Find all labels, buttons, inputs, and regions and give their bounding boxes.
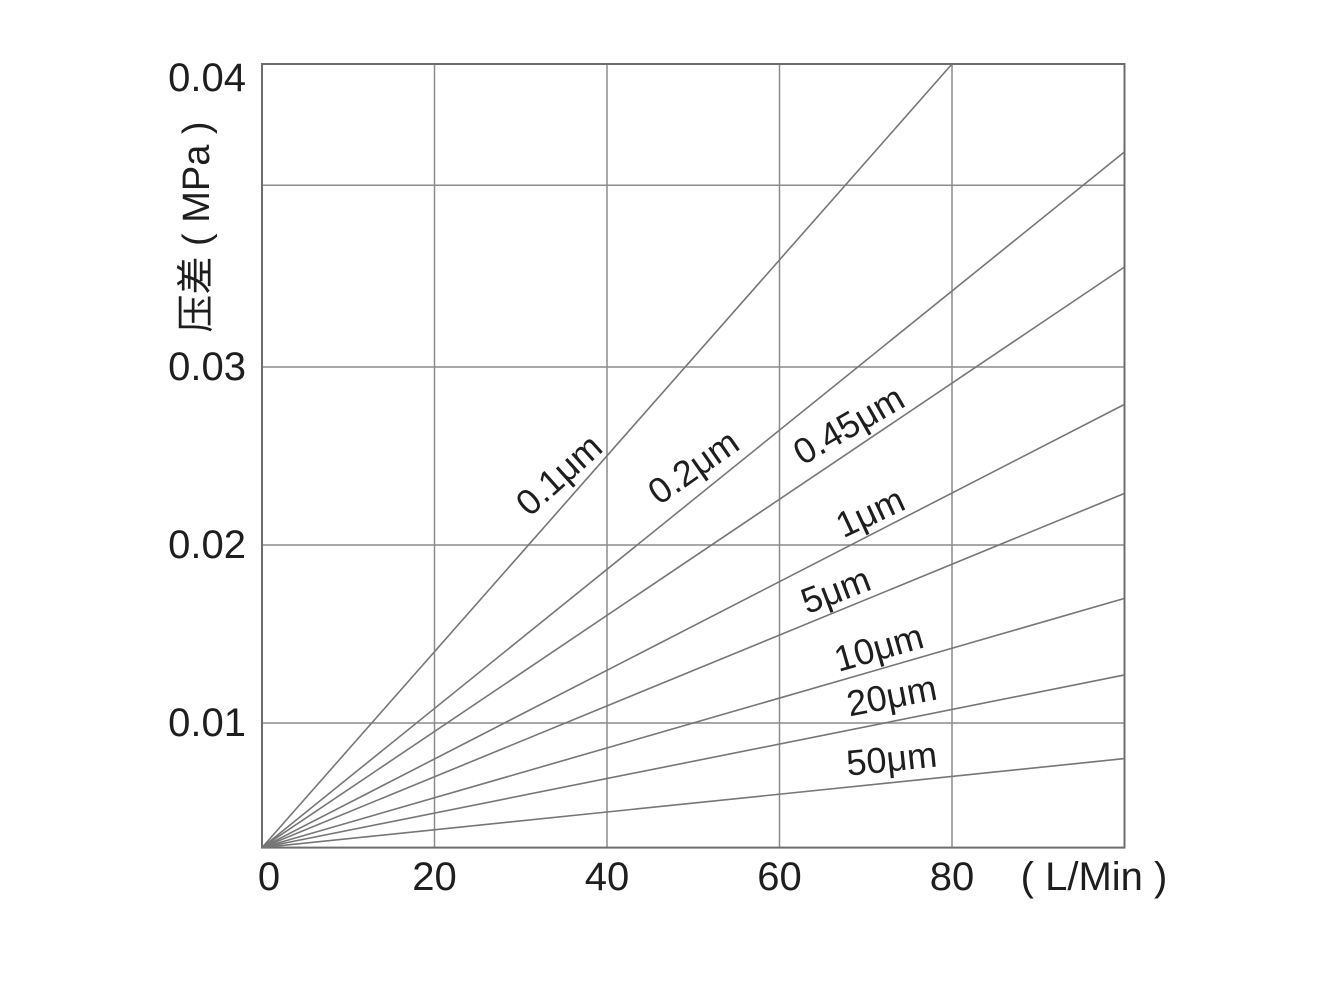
series-label-50μm: 50μm	[844, 733, 939, 783]
x-tick-label-60: 60	[757, 855, 802, 899]
series-line-1μm	[261, 403, 1125, 849]
series-line-0.1μm	[261, 63, 953, 849]
series-line-0.2μm	[261, 151, 1126, 849]
x-tick-label-40: 40	[585, 855, 630, 899]
y-tick-label-0.04: 0.04	[168, 56, 246, 100]
x-tick-label-80: 80	[930, 855, 975, 899]
x-axis-unit-label: ( L/Min )	[1021, 855, 1168, 899]
series-label-0.1μm: 0.1μm	[508, 426, 610, 524]
y-tick-label-0.01: 0.01	[168, 701, 246, 745]
series-line-5μm	[261, 492, 1125, 849]
x-tick-label-0: 0	[258, 855, 280, 899]
x-tick-label-20: 20	[412, 855, 457, 899]
series-line-10μm	[261, 597, 1125, 849]
y-tick-label-0.02: 0.02	[168, 523, 246, 567]
series-label-0.45μm: 0.45μm	[786, 377, 911, 473]
y-tick-label-0.03: 0.03	[168, 345, 246, 389]
series-line-0.45μm	[261, 266, 1125, 849]
series-line-20μm	[261, 674, 1125, 849]
plot-frame	[261, 63, 1126, 849]
series-line-50μm	[261, 757, 1125, 849]
y-axis-title: 压差 ( MPa )	[176, 121, 218, 332]
